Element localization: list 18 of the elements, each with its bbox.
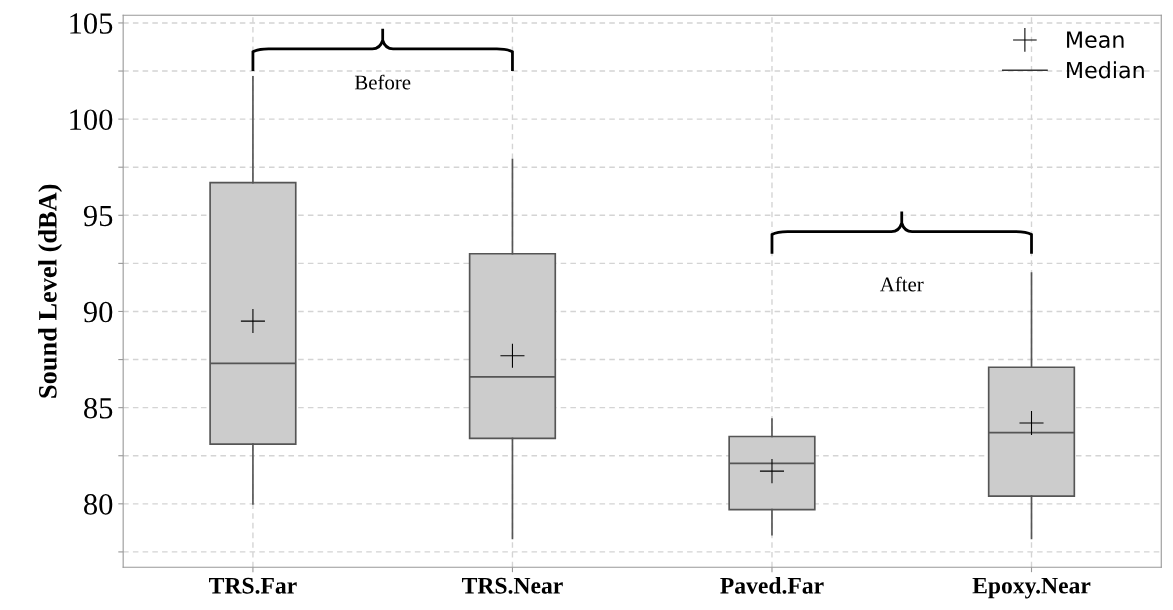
x-tick-label: Paved.Far — [720, 577, 824, 594]
x-tick-label: TRS.Near — [462, 577, 563, 594]
y-tick-label: 105 — [70, 13, 113, 34]
legend-label: Mean — [1067, 31, 1124, 49]
y-tick-label: 95 — [83, 205, 113, 227]
y-tick-label: 90 — [83, 301, 113, 323]
annotation: After — [879, 276, 924, 292]
annotation: Before — [354, 74, 411, 90]
y-tick-label: 85 — [84, 397, 113, 419]
point — [1019, 411, 1044, 436]
text: Median — [1067, 61, 1144, 79]
y-tick-label: 100 — [70, 109, 113, 131]
x-tick-label: Epoxy.Near — [972, 577, 1091, 599]
y-tick-label: 80 — [84, 494, 113, 515]
x-tick-label: TRS.Far — [209, 577, 297, 594]
point — [240, 309, 265, 334]
y-axis-title: Sound Level (dBA) — [38, 184, 63, 398]
point — [500, 343, 525, 368]
